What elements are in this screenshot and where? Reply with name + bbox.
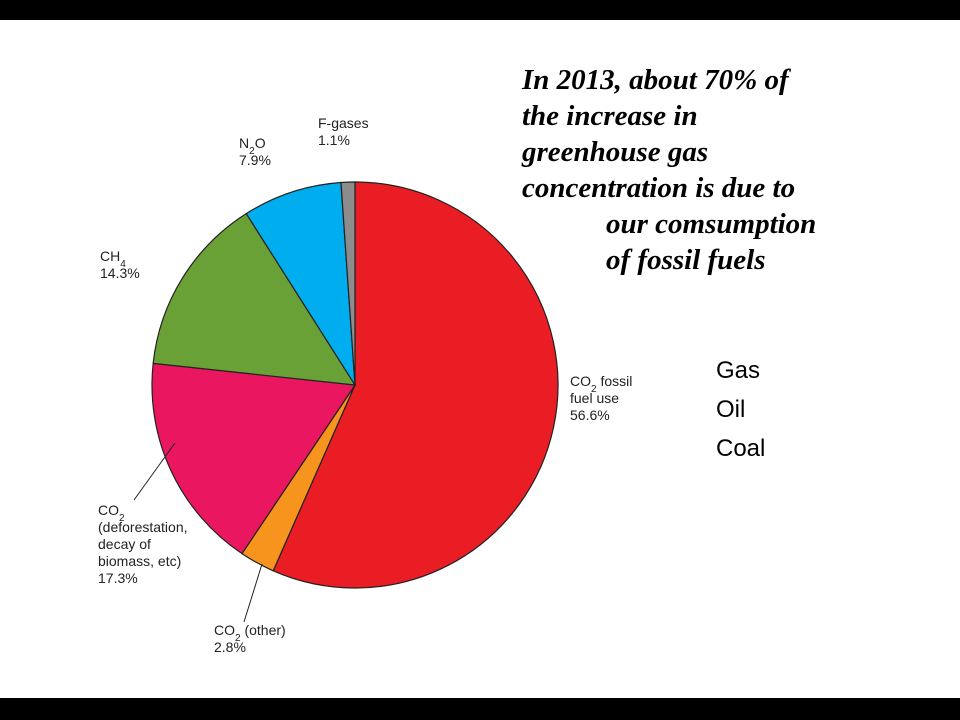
headline-line: the increase in [522, 100, 698, 132]
slide: CO2 fossil fuel use 56.6% CO2 (other) 2.8% CO… [0, 20, 960, 698]
pie-slice-f-gases [340, 181, 356, 386]
pie-slice-co2-deforestation-decay-of-biomass-etc [151, 362, 357, 555]
slice-label-n2o: N2O 7.9% [239, 135, 271, 168]
leader-line [133, 442, 176, 501]
slice-label-co2-deforestation-decay-of-biomass-etc: CO2 (deforestation, decay of biomass, etc) 1… [98, 502, 188, 586]
slice-label-co2-fossil-fuel-use: CO2 fossil fuel use 56.6% [570, 373, 632, 423]
slice-label-ch4: CH4 14.3% [100, 248, 140, 281]
fuel-item: Gas [716, 357, 761, 384]
headline: In 2013, about 70% of the increase in gr… [522, 62, 942, 278]
fuel-list: Gas Oil Coal [716, 351, 765, 468]
fuel-item: Oil [716, 396, 746, 423]
pie-slice-n2o [245, 181, 356, 386]
pie-chart: CO2 fossil fuel use 56.6% CO2 (other) 2.8% CO… [98, 115, 632, 655]
headline-line: of fossil fuels [606, 244, 766, 276]
leader-line [243, 563, 263, 623]
headline-line: our comsumption [606, 208, 817, 240]
pie-slice-ch4 [152, 212, 357, 386]
fuel-item: Coal [716, 435, 766, 462]
headline-line: In 2013, about 70% of [522, 64, 789, 96]
headline-line: concentration is due to [522, 172, 796, 204]
slice-label-co2-other: CO2 (other) 2.8% [214, 622, 286, 655]
headline-line: greenhouse gas [522, 136, 709, 168]
slice-label-f-gases: F-gases 1.1% [318, 115, 369, 148]
pie-slice-co2-fossil-fuel-use [272, 181, 559, 589]
